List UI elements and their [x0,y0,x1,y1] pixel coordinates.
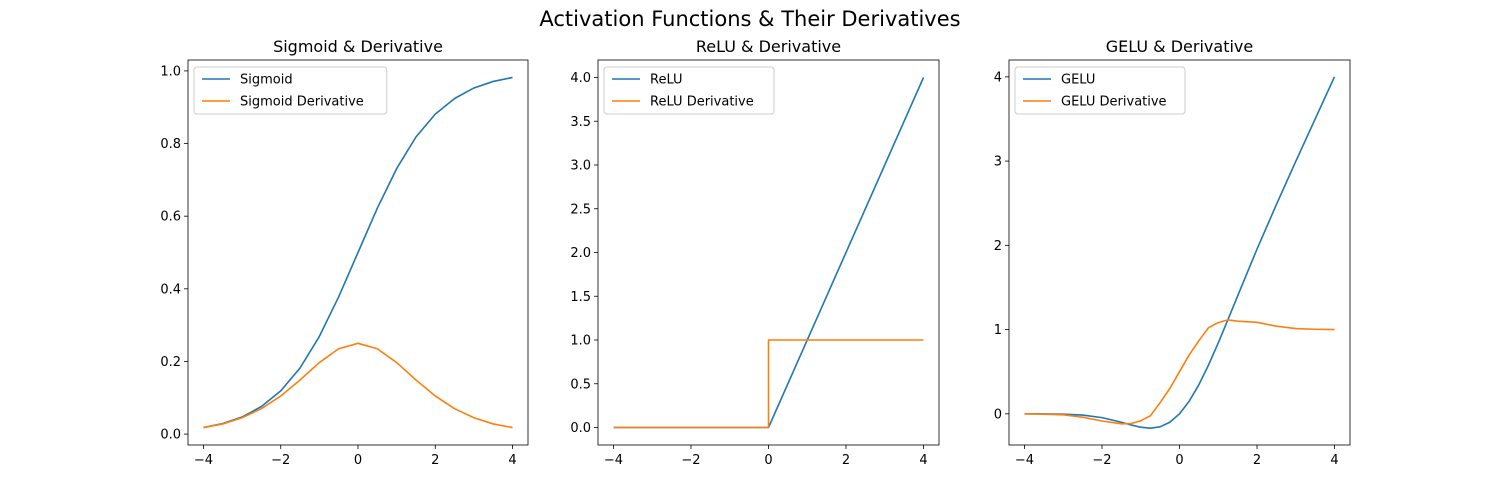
y-tick-label: 0.0 [570,421,591,436]
x-tick-label: 0 [764,453,772,468]
subplot-title: ReLU & Derivative [696,37,841,56]
x-tick-label: −2 [1092,453,1111,468]
legend: ReLU ReLU Derivative [603,66,775,115]
y-tick-label: 0.6 [160,210,181,225]
y-tick-label: 2.5 [570,202,591,217]
y-tick-label: 0.2 [160,355,181,370]
y-tick-label: 2.0 [570,246,591,261]
x-tick-label: 2 [1253,453,1261,468]
subplot-title: GELU & Derivative [1106,37,1253,56]
subplot-3: GELU & Derivative −4 −2 0 2 4 0 1 2 3 4 GELU GELU De… [994,37,1351,468]
subplot-2: ReLU & Derivative −4 −2 0 2 4 0.0 0.5 1.0 1.5 2.0 2… [570,37,940,468]
x-tick-label: 0 [354,453,362,468]
y-tick-label: 4.0 [570,71,591,86]
legend-label: GELU Derivative [1061,95,1167,110]
x-tick-label: −2 [271,453,290,468]
x-tick-label: −4 [194,453,213,468]
y-tick-label: 0.5 [570,377,591,392]
y-tick-label: 3.5 [570,115,591,130]
legend: GELU GELU Derivative [1014,66,1186,115]
legend: Sigmoid Sigmoid Derivative [193,66,388,115]
x-tick-label: 4 [508,453,516,468]
y-tick-label: 1.0 [160,64,181,79]
x-tick-label: 0 [1175,453,1183,468]
y-tick-label: 3.0 [570,159,591,174]
y-tick-label: 0 [994,407,1002,422]
y-tick-label: 1 [994,323,1002,338]
x-tick-label: 2 [431,453,439,468]
series-line [613,339,924,429]
y-tick-label: 0.8 [160,137,181,152]
series-line [203,76,513,429]
series-line [203,342,513,429]
y-tick-label: 3 [994,155,1002,170]
y-tick-label: 0.4 [160,282,181,297]
y-tick-label: 0.0 [160,428,181,443]
legend-box [1014,66,1186,115]
subplot-1: Sigmoid & Derivative −4 −2 0 2 4 0.0 0.2 0.4 0.6 0… [160,37,529,468]
y-tick-label: 1.0 [570,334,591,349]
x-tick-label: 2 [842,453,850,468]
x-tick-label: −4 [1015,453,1034,468]
y-tick-label: 1.5 [570,290,591,305]
legend-label: ReLU [650,73,683,88]
series-line [1024,319,1335,425]
legend-box [603,66,775,115]
legend-label: GELU [1061,73,1095,88]
axes-frame [1008,59,1351,446]
figure-title: Activation Functions & Their Derivatives [539,7,960,31]
x-tick-label: 4 [1330,453,1338,468]
legend-label: ReLU Derivative [650,95,754,110]
x-tick-label: −2 [681,453,700,468]
y-tick-label: 4 [994,70,1002,85]
legend-label: Sigmoid Derivative [240,95,364,110]
subplot-title: Sigmoid & Derivative [273,37,443,56]
x-tick-label: 4 [919,453,927,468]
y-tick-label: 2 [994,239,1002,254]
series-line [1024,76,1336,429]
legend-box [193,66,388,115]
legend-label: Sigmoid [240,73,293,88]
x-tick-label: −4 [604,453,623,468]
